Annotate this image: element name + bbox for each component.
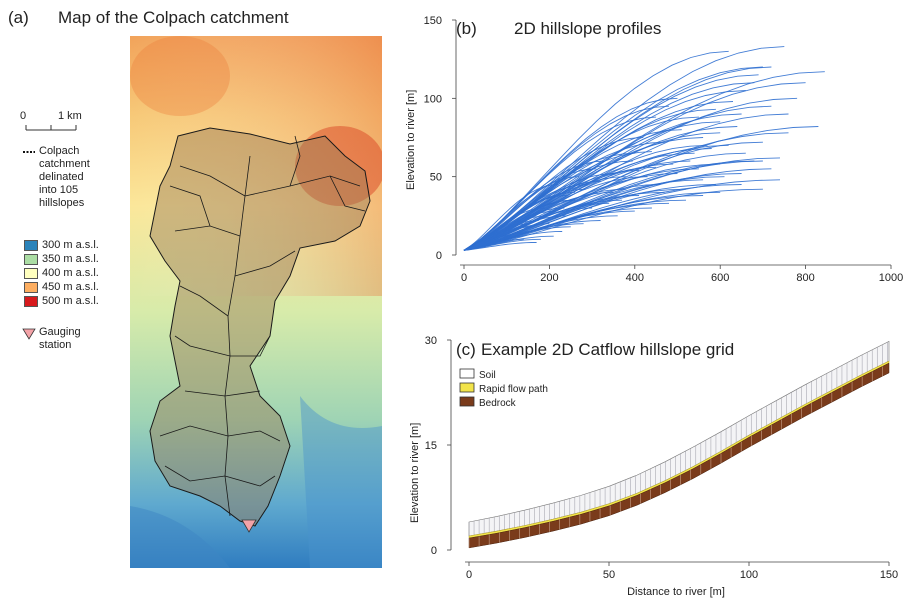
elevation-swatch bbox=[24, 239, 38, 251]
y-tick-label: 50 bbox=[430, 172, 442, 184]
elevation-swatch bbox=[24, 253, 38, 265]
y-tick-label: 0 bbox=[431, 545, 437, 557]
elevation-legend: 300 m a.s.l. 350 m a.s.l. 400 m a.s.l. 4… bbox=[24, 238, 124, 308]
hillslope-profile-line bbox=[463, 184, 558, 251]
legend-swatch bbox=[459, 382, 475, 393]
elevation-label: 300 m a.s.l. bbox=[42, 239, 99, 251]
chart-b-axes: 0 200 400 600 800 1000 0 50 100 150 bbox=[424, 15, 904, 284]
chart-c-plot bbox=[468, 340, 890, 549]
x-tick-label: 150 bbox=[880, 569, 898, 581]
gauging-station-icon bbox=[241, 519, 257, 533]
legend-label: Soil bbox=[479, 370, 496, 381]
elevation-legend-item: 300 m a.s.l. bbox=[24, 238, 124, 252]
scalebar-start-label: 0 bbox=[20, 110, 27, 122]
x-tick-label: 200 bbox=[540, 272, 558, 284]
elevation-label: 400 m a.s.l. bbox=[42, 267, 99, 279]
x-tick-label: 50 bbox=[603, 569, 615, 581]
x-tick-label: 100 bbox=[740, 569, 758, 581]
chart-c: (c) Example 2D Catflow hillslope grid El… bbox=[409, 335, 898, 598]
y-tick-label: 150 bbox=[424, 15, 442, 27]
elevation-legend-item: 450 m a.s.l. bbox=[24, 280, 124, 294]
panel-a-title: Map of the Colpach catchment bbox=[58, 8, 289, 27]
elevation-label: 350 m a.s.l. bbox=[42, 253, 99, 265]
gauge-triangle-icon bbox=[22, 328, 36, 340]
catchment-polygon bbox=[149, 127, 371, 527]
scalebar: 0 1 km bbox=[20, 110, 90, 150]
elevation-label: 500 m a.s.l. bbox=[42, 295, 99, 307]
chart-b-series bbox=[463, 46, 825, 251]
dem-valley bbox=[130, 506, 230, 568]
legend-label: Rapid flow path bbox=[479, 384, 548, 395]
hillslope-profile-line bbox=[463, 184, 716, 251]
hillslope-profile-line bbox=[463, 188, 687, 251]
hillslope-profile-line bbox=[463, 168, 597, 251]
hillslope-profile-line bbox=[463, 226, 533, 251]
catchment-legend-text: Colpach catchment delinated into 105 hil… bbox=[39, 145, 90, 210]
hillslope-profile-line bbox=[463, 188, 586, 251]
elevation-legend-item: 500 m a.s.l. bbox=[24, 294, 124, 308]
catchment-legend-line: delinated bbox=[39, 171, 84, 183]
hillslope-profile-line bbox=[463, 137, 644, 251]
chart-c-legend: Soil Rapid flow path Bedrock bbox=[459, 368, 548, 409]
x-tick-label: 1000 bbox=[879, 272, 903, 284]
gauge-legend-line: station bbox=[39, 339, 72, 351]
hillslope-profile-line bbox=[463, 163, 674, 251]
x-tick-label: 800 bbox=[796, 272, 814, 284]
y-tick-label: 30 bbox=[425, 335, 437, 347]
dem-high-ground bbox=[130, 36, 230, 116]
legend-swatch bbox=[459, 368, 475, 379]
panel-c-xlabel: Distance to river [m] bbox=[627, 586, 725, 598]
bedrock-layer bbox=[468, 362, 890, 549]
y-tick-label: 15 bbox=[425, 440, 437, 452]
elevation-swatch bbox=[24, 267, 38, 279]
y-tick-label: 100 bbox=[424, 93, 442, 105]
gauge-legend-line: Gauging bbox=[39, 326, 81, 338]
y-tick-label: 0 bbox=[436, 250, 442, 262]
legend-label: Bedrock bbox=[479, 398, 517, 409]
soil-layer bbox=[468, 340, 890, 537]
hillslope-profile-line bbox=[463, 238, 541, 251]
catchment-map bbox=[130, 36, 382, 568]
legend-swatch bbox=[459, 396, 475, 407]
catchment-legend-line: catchment bbox=[39, 158, 90, 170]
panel-c-label: (c) bbox=[456, 340, 476, 359]
hillslope-boundaries bbox=[159, 135, 366, 517]
dem-valley bbox=[300, 396, 382, 568]
x-tick-label: 0 bbox=[461, 272, 467, 284]
catchment-legend-line: Colpach bbox=[39, 145, 80, 157]
catchment-legend-line: hillslopes bbox=[39, 197, 85, 209]
x-tick-label: 0 bbox=[466, 569, 472, 581]
hillslope-profile-line bbox=[463, 242, 537, 251]
dem-shading bbox=[130, 36, 382, 296]
elevation-legend-item: 400 m a.s.l. bbox=[24, 266, 124, 280]
scalebar-end-label: 1 km bbox=[58, 110, 82, 122]
hillslope-profile-line bbox=[463, 235, 520, 251]
catchment-legend-line: into 105 bbox=[39, 184, 79, 196]
chart-b: (b) 2D hillslope profiles Elevation to r… bbox=[405, 15, 904, 284]
panel-b-label: (b) bbox=[456, 19, 477, 38]
panel-b-title: 2D hillslope profiles bbox=[514, 19, 661, 38]
elevation-label: 450 m a.s.l. bbox=[42, 281, 99, 293]
panel-a-label: (a) bbox=[8, 8, 29, 27]
hillslope-profile-line bbox=[463, 220, 539, 251]
panel-c-title: Example 2D Catflow hillslope grid bbox=[481, 340, 734, 359]
elevation-legend-item: 350 m a.s.l. bbox=[24, 252, 124, 266]
scalebar-graphic bbox=[25, 125, 77, 131]
x-tick-label: 600 bbox=[711, 272, 729, 284]
elevation-swatch bbox=[24, 281, 38, 293]
catchment-boundary-symbol bbox=[23, 151, 35, 153]
panel-c-ylabel: Elevation to river [m] bbox=[409, 423, 421, 523]
chart-c-axes: 0 50 100 150 0 15 30 bbox=[425, 335, 898, 581]
x-tick-label: 400 bbox=[626, 272, 644, 284]
elevation-swatch bbox=[24, 295, 38, 307]
dem-high-ground bbox=[295, 126, 382, 206]
panel-b-ylabel: Elevation to river [m] bbox=[405, 90, 417, 190]
